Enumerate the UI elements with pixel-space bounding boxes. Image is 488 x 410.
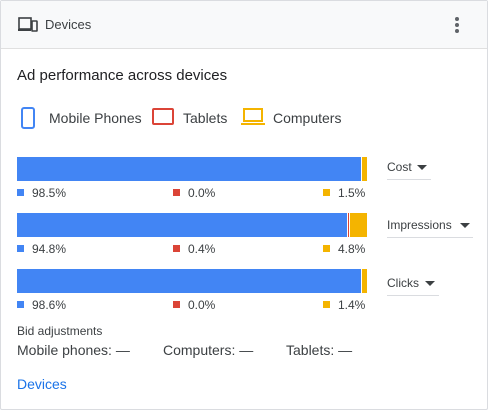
computers-swatch xyxy=(323,301,330,308)
bar-segment-mobile xyxy=(17,213,347,237)
metric-select-label: Impressions xyxy=(387,218,452,232)
tablet-icon xyxy=(152,108,174,125)
mobile-swatch xyxy=(17,301,24,308)
card-title: Devices xyxy=(45,17,92,32)
percentage-row: 98.5% 0.0% 1.5% xyxy=(17,186,369,202)
tablets-swatch xyxy=(173,245,180,252)
pct-value: 98.6% xyxy=(32,298,67,312)
bar-segment-mobile xyxy=(17,157,361,181)
dropdown-arrow-icon xyxy=(460,223,470,228)
pct-value: 0.4% xyxy=(188,242,216,256)
bid-adjustment-computers: Computers: — xyxy=(163,342,254,358)
metric-select-impressions[interactable]: Impressions xyxy=(387,216,473,238)
pct-computers: 1.5% xyxy=(323,186,365,200)
computers-swatch xyxy=(323,189,330,196)
tablets-swatch xyxy=(173,301,180,308)
tablets-swatch xyxy=(173,189,180,196)
legend-tablets-label: Tablets xyxy=(183,110,228,126)
metric-bar xyxy=(17,157,367,181)
pct-value: 1.5% xyxy=(338,186,366,200)
mobile-swatch xyxy=(17,245,24,252)
bid-adjustment-tablets: Tablets: — xyxy=(286,342,353,358)
pct-value: 94.8% xyxy=(32,242,67,256)
pct-tablets: 0.0% xyxy=(173,298,215,312)
pct-mobile: 98.6% xyxy=(17,298,66,312)
pct-value: 0.0% xyxy=(188,186,216,200)
percentage-row: 94.8% 0.4% 4.8% xyxy=(17,242,369,258)
legend-tablets: Tablets xyxy=(151,105,231,131)
bar-segment-computers xyxy=(350,213,367,237)
bar-segment-computers xyxy=(361,157,367,181)
laptop-icon xyxy=(241,108,265,125)
metric-bar xyxy=(17,213,367,237)
devices-icon xyxy=(18,17,38,32)
bar-segment-mobile xyxy=(17,269,362,293)
dropdown-arrow-icon xyxy=(425,281,435,286)
legend-mobile: Mobile Phones xyxy=(17,105,142,131)
legend-computers-label: Computers xyxy=(273,110,342,126)
pct-value: 1.4% xyxy=(338,298,366,312)
devices-link[interactable]: Devices xyxy=(17,376,67,392)
pct-mobile: 98.5% xyxy=(17,186,66,200)
bid-adjustment-mobile: Mobile phones: — xyxy=(17,342,130,358)
section-title: Ad performance across devices xyxy=(17,67,228,84)
mobile-swatch xyxy=(17,189,24,196)
legend-mobile-label: Mobile Phones xyxy=(49,110,142,126)
pct-tablets: 0.4% xyxy=(173,242,215,256)
pct-computers: 1.4% xyxy=(323,298,365,312)
dropdown-arrow-icon xyxy=(417,165,427,170)
pct-mobile: 94.8% xyxy=(17,242,66,256)
metric-bar xyxy=(17,269,367,293)
computers-swatch xyxy=(323,245,330,252)
pct-tablets: 0.0% xyxy=(173,186,215,200)
bar-segment-computers xyxy=(362,269,367,293)
legend-computers: Computers xyxy=(241,105,351,131)
pct-value: 0.0% xyxy=(188,298,216,312)
pct-value: 4.8% xyxy=(338,242,366,256)
pct-value: 98.5% xyxy=(32,186,67,200)
percentage-row: 98.6% 0.0% 1.4% xyxy=(17,298,369,314)
bid-adjustments-title: Bid adjustments xyxy=(17,324,103,338)
pct-computers: 4.8% xyxy=(323,242,365,256)
more-vert-icon[interactable] xyxy=(447,13,467,37)
metric-select-clicks[interactable]: Clicks xyxy=(387,274,439,296)
smartphone-icon xyxy=(21,107,35,129)
metric-select-cost[interactable]: Cost xyxy=(387,158,431,180)
bar-segment-tablets xyxy=(347,213,350,237)
metric-select-label: Cost xyxy=(387,160,412,174)
metric-select-label: Clicks xyxy=(387,276,419,290)
card-header: Devices xyxy=(1,1,487,49)
